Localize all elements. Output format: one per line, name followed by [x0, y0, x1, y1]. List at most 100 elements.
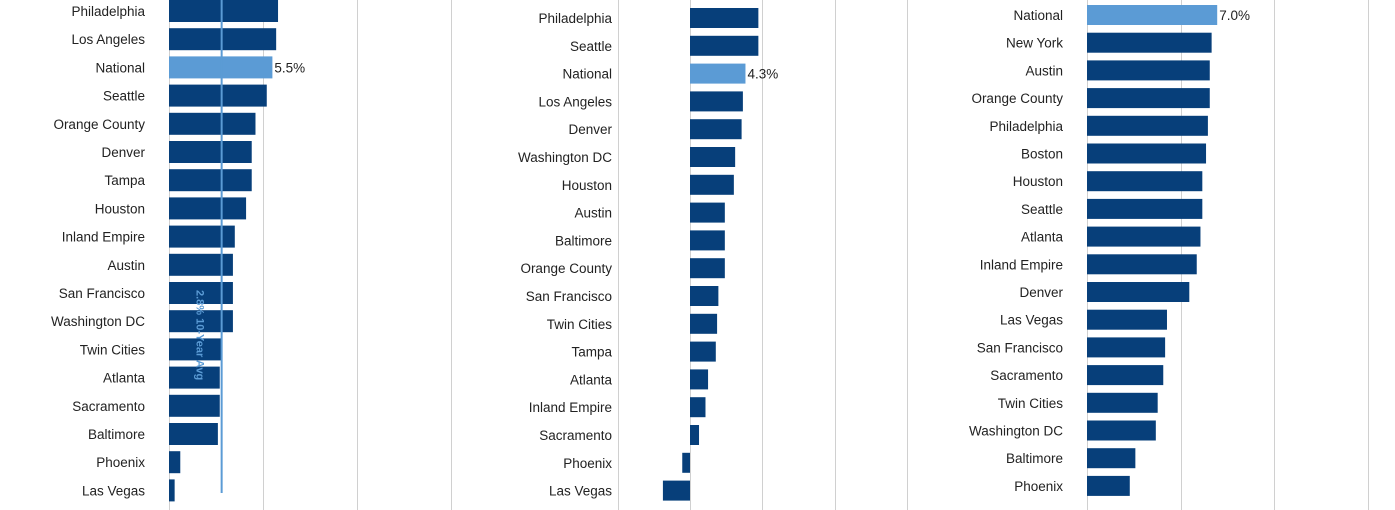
category-label: Phoenix	[1014, 479, 1063, 494]
bar	[1087, 282, 1190, 302]
category-label: Denver	[101, 145, 145, 160]
bar	[1087, 448, 1136, 469]
category-label: Tampa	[571, 345, 612, 360]
bar	[169, 141, 252, 163]
bar	[690, 147, 736, 167]
category-label: Las Vegas	[1000, 313, 1063, 328]
category-label: Denver	[568, 122, 612, 137]
category-label: Philadelphia	[71, 4, 145, 19]
category-label: Seattle	[103, 89, 145, 104]
category-label: Washington DC	[518, 150, 612, 165]
category-label: National	[95, 60, 145, 75]
bar	[690, 286, 719, 306]
bar	[1087, 198, 1203, 219]
category-label: Baltimore	[1006, 451, 1063, 466]
bar	[690, 341, 716, 362]
category-label: Los Angeles	[71, 32, 145, 47]
category-label: Austin	[1025, 63, 1063, 78]
category-label: Atlanta	[570, 372, 613, 387]
bar	[690, 313, 718, 334]
bar	[169, 451, 181, 474]
category-label: Orange County	[971, 91, 1063, 106]
bar	[690, 91, 743, 112]
bar	[1087, 115, 1208, 136]
bar	[690, 425, 700, 445]
bar	[1087, 365, 1164, 386]
category-label: Austin	[107, 258, 145, 273]
chart-panel-2: Philadelphia Seattle National 4.3% Los Angel…	[518, 8, 778, 501]
bar	[169, 310, 233, 333]
bar	[690, 230, 725, 251]
category-label: Baltimore	[555, 233, 612, 248]
category-label: Phoenix	[96, 455, 145, 470]
category-label: National	[562, 67, 612, 82]
bar	[690, 35, 759, 56]
bar	[169, 366, 220, 389]
bar	[169, 169, 252, 192]
category-label: Seattle	[1021, 202, 1063, 217]
bar	[1087, 475, 1130, 496]
category-label: Sacramento	[72, 399, 145, 414]
bar	[1087, 309, 1167, 330]
category-label: Houston	[562, 178, 612, 193]
bar	[1087, 392, 1158, 413]
category-label: Tampa	[104, 173, 145, 188]
data-label: 4.3%	[747, 67, 778, 82]
bar	[1087, 5, 1218, 25]
bar	[690, 174, 734, 195]
bar	[169, 197, 247, 220]
category-label: Inland Empire	[62, 230, 145, 245]
bar	[1087, 60, 1210, 81]
category-label: Twin Cities	[998, 396, 1064, 411]
bar	[169, 253, 233, 276]
bar	[690, 63, 746, 84]
bar	[1087, 254, 1197, 275]
category-label: Twin Cities	[80, 342, 146, 357]
bar	[682, 452, 690, 473]
category-label: Phoenix	[563, 456, 612, 471]
bar	[690, 119, 742, 140]
category-label: Houston	[95, 201, 145, 216]
bar	[690, 202, 725, 223]
chart-panel-3: National 7.0% New York Austin Orange County P…	[969, 5, 1250, 496]
category-label: Sacramento	[539, 428, 612, 443]
bar	[169, 338, 222, 361]
chart-panel-1: Philadelphia Los Angeles National 5.5% Seatt…	[51, 0, 305, 502]
bar	[1087, 88, 1210, 109]
bar	[169, 84, 267, 107]
bar	[1087, 337, 1166, 358]
category-label: Houston	[1013, 174, 1063, 189]
bar	[169, 394, 220, 417]
category-label: Atlanta	[1021, 230, 1064, 245]
bar	[169, 282, 233, 304]
category-label: Denver	[1019, 285, 1063, 300]
category-label: Washington DC	[969, 424, 1063, 439]
category-label: Washington DC	[51, 314, 145, 329]
bar	[690, 397, 706, 418]
data-label: 7.0%	[1219, 8, 1250, 23]
category-label: Sacramento	[990, 368, 1063, 383]
data-label: 5.5%	[274, 60, 305, 75]
category-label: Orange County	[53, 117, 145, 132]
bar	[662, 480, 690, 501]
reference-line-label: 2.8% 10-Year Avg	[194, 290, 206, 380]
bar	[169, 112, 256, 135]
category-label: Baltimore	[88, 427, 145, 442]
bar	[169, 423, 218, 445]
bar	[1087, 143, 1207, 164]
bar	[169, 0, 279, 22]
category-label: New York	[1006, 36, 1063, 51]
bar	[690, 369, 709, 390]
bar	[1087, 226, 1201, 247]
bar	[1087, 171, 1203, 192]
category-label: San Francisco	[526, 289, 612, 304]
bar	[690, 258, 725, 279]
bar	[690, 8, 759, 28]
category-label: San Francisco	[59, 286, 145, 301]
category-label: Los Angeles	[538, 94, 612, 109]
bar	[1087, 32, 1212, 53]
category-label: Inland Empire	[980, 257, 1063, 272]
category-label: Austin	[574, 206, 612, 221]
category-label: Las Vegas	[549, 484, 612, 499]
bar	[169, 479, 175, 502]
